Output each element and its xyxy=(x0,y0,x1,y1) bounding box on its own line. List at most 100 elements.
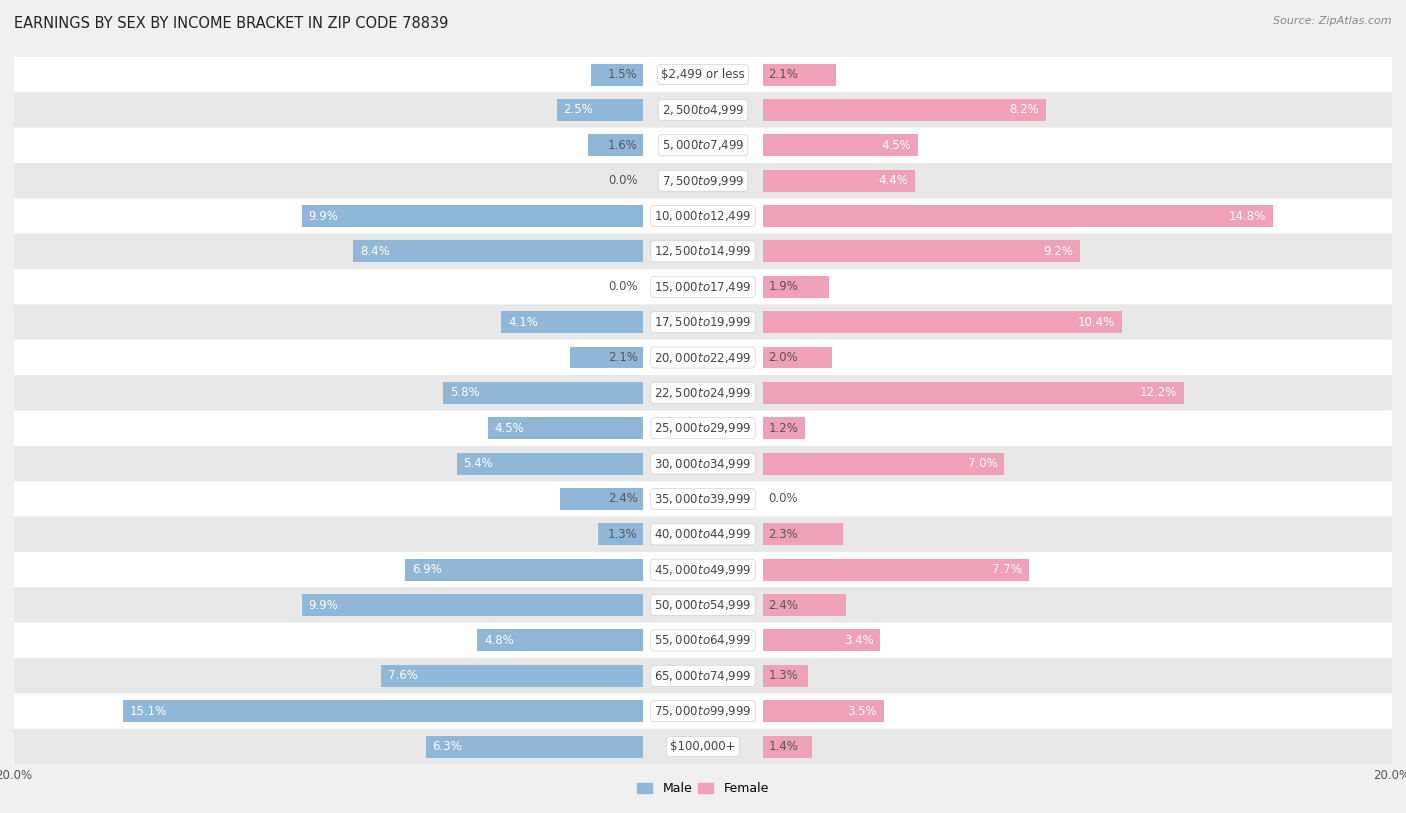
Bar xyxy=(763,63,835,85)
Text: 4.5%: 4.5% xyxy=(882,139,911,152)
Bar xyxy=(763,276,828,298)
Bar xyxy=(381,665,643,687)
Text: 9.2%: 9.2% xyxy=(1043,245,1073,258)
Text: $10,000 to $12,499: $10,000 to $12,499 xyxy=(654,209,752,223)
Bar xyxy=(763,205,1272,227)
Text: $15,000 to $17,499: $15,000 to $17,499 xyxy=(654,280,752,293)
Text: 2.4%: 2.4% xyxy=(607,493,637,506)
Bar xyxy=(302,205,643,227)
FancyBboxPatch shape xyxy=(14,269,1392,304)
Text: 12.2%: 12.2% xyxy=(1139,386,1177,399)
Bar xyxy=(763,736,811,758)
Text: Source: ZipAtlas.com: Source: ZipAtlas.com xyxy=(1274,16,1392,26)
Text: $22,500 to $24,999: $22,500 to $24,999 xyxy=(654,386,752,400)
Bar xyxy=(763,241,1080,263)
Text: 1.9%: 1.9% xyxy=(769,280,799,293)
Bar xyxy=(763,99,1046,121)
FancyBboxPatch shape xyxy=(14,375,1392,411)
Bar xyxy=(763,524,842,546)
FancyBboxPatch shape xyxy=(14,128,1392,163)
Bar xyxy=(588,134,643,156)
FancyBboxPatch shape xyxy=(14,57,1392,92)
Bar xyxy=(560,488,643,510)
FancyBboxPatch shape xyxy=(14,163,1392,198)
Text: $100,000+: $100,000+ xyxy=(671,740,735,753)
Text: 9.9%: 9.9% xyxy=(308,210,339,223)
Text: $35,000 to $39,999: $35,000 to $39,999 xyxy=(654,492,752,506)
Text: 1.4%: 1.4% xyxy=(769,740,799,753)
Text: $12,500 to $14,999: $12,500 to $14,999 xyxy=(654,245,752,259)
Bar xyxy=(763,453,1004,475)
Bar xyxy=(763,665,808,687)
Text: 7.7%: 7.7% xyxy=(991,563,1022,576)
FancyBboxPatch shape xyxy=(14,552,1392,587)
Text: EARNINGS BY SEX BY INCOME BRACKET IN ZIP CODE 78839: EARNINGS BY SEX BY INCOME BRACKET IN ZIP… xyxy=(14,16,449,31)
Text: $20,000 to $22,499: $20,000 to $22,499 xyxy=(654,350,752,364)
FancyBboxPatch shape xyxy=(14,729,1392,764)
Text: $25,000 to $29,999: $25,000 to $29,999 xyxy=(654,421,752,435)
Text: $2,500 to $4,999: $2,500 to $4,999 xyxy=(662,103,744,117)
Text: 2.1%: 2.1% xyxy=(607,351,637,364)
Bar xyxy=(763,700,884,722)
Legend: Male, Female: Male, Female xyxy=(633,777,773,801)
Text: 1.6%: 1.6% xyxy=(607,139,637,152)
FancyBboxPatch shape xyxy=(14,517,1392,552)
Bar xyxy=(443,382,643,404)
Bar xyxy=(763,417,804,439)
Bar xyxy=(478,629,643,651)
Text: 2.5%: 2.5% xyxy=(564,103,593,116)
Text: 9.9%: 9.9% xyxy=(308,598,339,611)
Text: 6.3%: 6.3% xyxy=(433,740,463,753)
Text: $55,000 to $64,999: $55,000 to $64,999 xyxy=(654,633,752,647)
FancyBboxPatch shape xyxy=(14,92,1392,128)
Text: 14.8%: 14.8% xyxy=(1229,210,1267,223)
Bar xyxy=(488,417,643,439)
Bar xyxy=(763,311,1122,333)
Text: 2.1%: 2.1% xyxy=(769,68,799,81)
Text: 4.5%: 4.5% xyxy=(495,422,524,435)
FancyBboxPatch shape xyxy=(14,481,1392,517)
FancyBboxPatch shape xyxy=(14,587,1392,623)
Bar xyxy=(571,346,643,368)
Bar xyxy=(763,559,1029,580)
Text: $30,000 to $34,999: $30,000 to $34,999 xyxy=(654,457,752,471)
Text: 0.0%: 0.0% xyxy=(769,493,799,506)
Text: 2.0%: 2.0% xyxy=(769,351,799,364)
Text: 1.3%: 1.3% xyxy=(607,528,637,541)
Bar xyxy=(763,134,918,156)
Bar xyxy=(426,736,643,758)
FancyBboxPatch shape xyxy=(14,234,1392,269)
Text: $50,000 to $54,999: $50,000 to $54,999 xyxy=(654,598,752,612)
Text: 2.3%: 2.3% xyxy=(769,528,799,541)
FancyBboxPatch shape xyxy=(14,411,1392,446)
Bar xyxy=(557,99,643,121)
Bar xyxy=(502,311,643,333)
Bar xyxy=(763,382,1184,404)
Bar xyxy=(763,346,832,368)
Bar xyxy=(353,241,643,263)
Text: 8.2%: 8.2% xyxy=(1010,103,1039,116)
Text: 3.4%: 3.4% xyxy=(844,634,873,647)
Bar xyxy=(122,700,643,722)
FancyBboxPatch shape xyxy=(14,304,1392,340)
Text: 6.9%: 6.9% xyxy=(412,563,441,576)
Bar xyxy=(598,524,643,546)
Bar xyxy=(763,629,880,651)
FancyBboxPatch shape xyxy=(14,659,1392,693)
Text: $5,000 to $7,499: $5,000 to $7,499 xyxy=(662,138,744,152)
Text: $17,500 to $19,999: $17,500 to $19,999 xyxy=(654,315,752,329)
Text: 7.6%: 7.6% xyxy=(388,669,418,682)
Text: $2,499 or less: $2,499 or less xyxy=(661,68,745,81)
Text: 1.2%: 1.2% xyxy=(769,422,799,435)
Text: 2.4%: 2.4% xyxy=(769,598,799,611)
Text: 4.1%: 4.1% xyxy=(509,315,538,328)
Bar xyxy=(457,453,643,475)
Text: $40,000 to $44,999: $40,000 to $44,999 xyxy=(654,528,752,541)
Bar xyxy=(405,559,643,580)
Text: 8.4%: 8.4% xyxy=(360,245,389,258)
Bar xyxy=(591,63,643,85)
Text: 3.5%: 3.5% xyxy=(848,705,877,718)
Text: 0.0%: 0.0% xyxy=(607,174,637,187)
FancyBboxPatch shape xyxy=(14,446,1392,481)
Text: $65,000 to $74,999: $65,000 to $74,999 xyxy=(654,669,752,683)
